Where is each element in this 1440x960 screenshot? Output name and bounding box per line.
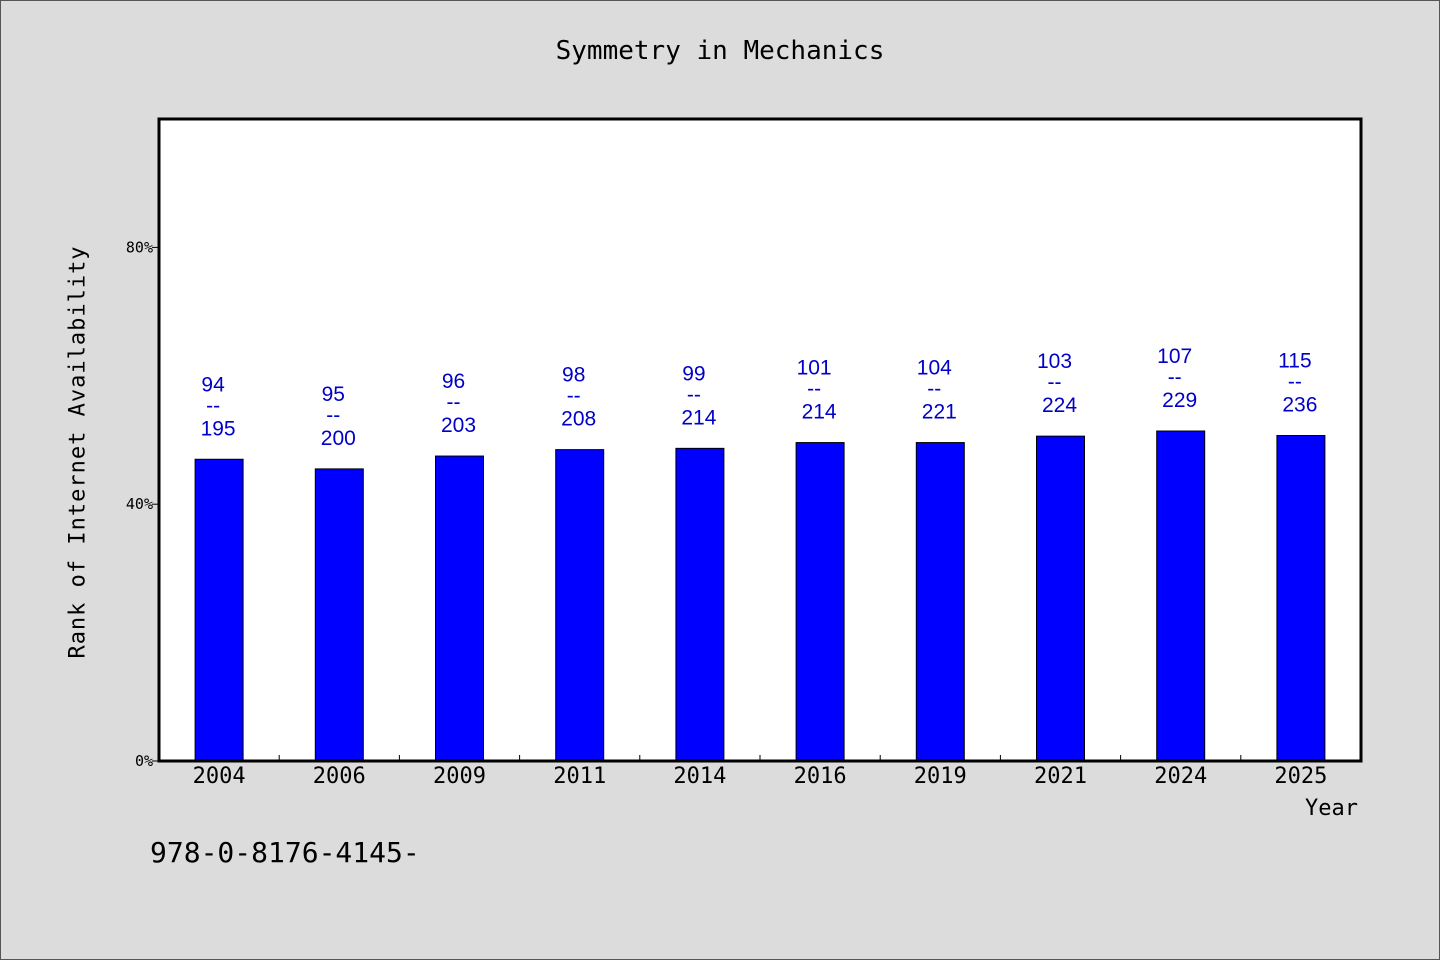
bar [1156, 430, 1206, 762]
x-tick-label: 2024 [1154, 764, 1207, 789]
x-tick-label: 2019 [914, 764, 967, 789]
bar [1276, 435, 1326, 762]
bar-label-separator: -- [1168, 366, 1182, 389]
bar [675, 447, 725, 762]
bar-label-separator: -- [326, 404, 340, 427]
bar-label-bottom: 195 [201, 417, 236, 440]
bar [194, 458, 244, 762]
bar-label-bottom: 224 [1042, 394, 1077, 417]
x-tick-label: 2016 [794, 764, 847, 789]
isbn-text: 978-0-8176-4145- [150, 836, 420, 869]
bar-label-separator: -- [927, 378, 941, 401]
bar-label-bottom: 214 [681, 406, 716, 429]
bar-label-bottom: 236 [1282, 394, 1317, 417]
bar-label-top: 95 [322, 383, 345, 406]
bar [555, 449, 605, 762]
x-tick-label: 2006 [313, 764, 366, 789]
bar-label-top: 101 [797, 357, 832, 380]
bar-label-bottom: 200 [321, 427, 356, 450]
bar-label-bottom: 208 [561, 408, 596, 431]
bar [915, 442, 965, 762]
x-tick-label: 2011 [553, 764, 606, 789]
bar-label-separator: -- [206, 394, 220, 417]
y-tick-label: 40% [126, 495, 153, 513]
bar-label-separator: -- [447, 391, 461, 414]
bar-label-top: 104 [917, 357, 952, 380]
x-tick-label: 2004 [193, 764, 246, 789]
bar-label-separator: -- [567, 385, 581, 408]
bar [314, 468, 364, 762]
chart-title: Symmetry in Mechanics [555, 36, 885, 66]
x-tick-label: 2021 [1034, 764, 1087, 789]
x-tick-label: 2009 [433, 764, 486, 789]
bar [1036, 435, 1085, 762]
bar-label-separator: -- [807, 378, 821, 401]
bar-label-top: 115 [1278, 350, 1311, 373]
x-tick-label: 2025 [1274, 764, 1327, 789]
plot-border [157, 117, 1363, 763]
x-axis-label: Year [1305, 796, 1358, 821]
bar-label-top: 98 [562, 364, 585, 387]
bar [435, 455, 484, 762]
bar-label-bottom: 221 [922, 401, 957, 424]
bar-label-bottom: 214 [802, 401, 837, 424]
bar-label-bottom: 203 [441, 414, 476, 437]
bar-label-top: 107 [1157, 345, 1192, 368]
bar-label-bottom: 229 [1162, 389, 1197, 412]
y-tick-label: 0% [135, 752, 153, 770]
x-tick-label: 2014 [673, 764, 726, 789]
bar [795, 442, 845, 762]
bar-label-separator: -- [1288, 371, 1302, 394]
bar-label-top: 103 [1037, 350, 1072, 373]
bar-label-top: 99 [682, 362, 705, 385]
bar-label-top: 94 [201, 373, 225, 396]
bar-label-separator: -- [687, 383, 701, 406]
bar-label-top: 96 [442, 370, 465, 393]
bar-label-separator: -- [1048, 371, 1062, 394]
y-tick-label: 80% [126, 238, 153, 256]
